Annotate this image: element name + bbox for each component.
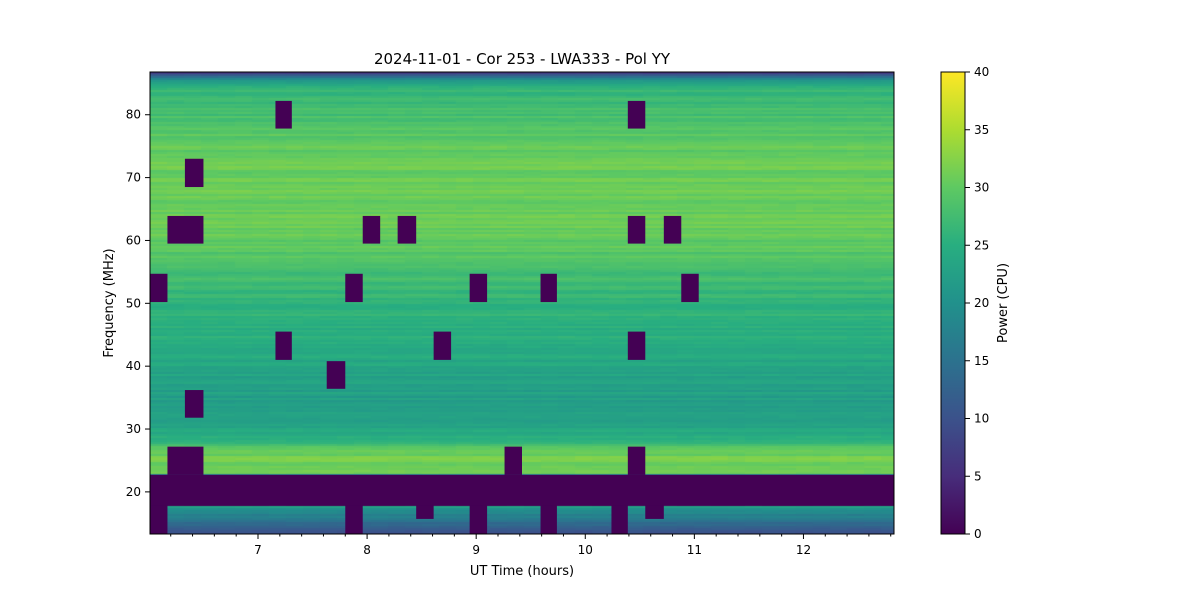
y-tick-label: 20	[126, 485, 141, 499]
x-tick-label: 11	[687, 543, 702, 557]
flagged-block	[362, 215, 381, 244]
y-tick-label: 50	[126, 296, 141, 310]
colorbar-tick-label: 15	[974, 354, 989, 368]
colorbar	[940, 71, 966, 535]
flagged-block	[663, 215, 682, 244]
colorbar-tick-label: 0	[974, 527, 982, 541]
flagged-block	[345, 273, 363, 303]
y-axis-label: Frequency (MHz)	[102, 248, 117, 357]
flagged-block	[150, 273, 168, 303]
flagged-block	[150, 474, 894, 506]
x-tick-label: 7	[254, 543, 262, 557]
flagged-block	[469, 505, 488, 534]
chart-title: 2024-11-01 - Cor 253 - LWA333 - Pol YY	[374, 50, 671, 68]
y-tick-label: 80	[126, 108, 141, 122]
x-tick-label: 12	[796, 543, 811, 557]
flagged-block	[275, 100, 292, 129]
flagged-block	[645, 505, 664, 519]
x-axis-label: UT Time (hours)	[470, 564, 574, 579]
flagged-block	[184, 390, 204, 418]
flagged-block	[627, 215, 646, 244]
flagged-block	[416, 505, 434, 519]
flagged-block	[681, 273, 699, 303]
flagged-block	[184, 158, 204, 188]
x-tick-label: 9	[472, 543, 480, 557]
flagged-block	[540, 273, 557, 303]
flagged-block	[540, 505, 557, 534]
flagged-block	[397, 215, 417, 244]
x-axis: 7 8 9 10 11 12	[170, 534, 892, 557]
colorbar-tick-label: 5	[974, 469, 982, 483]
flagged-block	[345, 505, 363, 534]
colorbar-tick-label: 30	[974, 181, 989, 195]
x-tick-label: 8	[363, 543, 371, 557]
flagged-block	[627, 446, 646, 475]
colorbar-tick-label: 35	[974, 123, 989, 137]
flagged-block	[275, 331, 292, 360]
y-tick-label: 60	[126, 233, 141, 247]
y-tick-label: 70	[126, 171, 141, 185]
flagged-block	[150, 505, 168, 534]
y-tick-label: 40	[126, 359, 141, 373]
flagged-block	[627, 331, 646, 360]
flagged-block	[433, 331, 452, 360]
y-axis: 20 30 40 50 60 70 80	[126, 108, 150, 499]
flagged-block	[611, 505, 628, 534]
flagged-block	[504, 446, 522, 475]
flagged-block	[469, 273, 488, 303]
colorbar-tick-label: 40	[974, 65, 989, 79]
flagged-blocks	[150, 100, 894, 534]
x-tick-label: 10	[578, 543, 593, 557]
colorbar-tick-label: 10	[974, 412, 989, 426]
flagged-block	[167, 446, 204, 475]
flagged-block	[627, 100, 646, 129]
y-tick-label: 30	[126, 422, 141, 436]
flagged-block	[167, 215, 204, 244]
flagged-block	[326, 361, 346, 389]
colorbar-tick-label: 20	[974, 296, 989, 310]
colorbar-label: Power (CPU)	[996, 263, 1011, 343]
colorbar-tick-label: 25	[974, 238, 989, 252]
colorbar-axis: 0 5 10 15 20 25 30 35 40	[965, 65, 989, 541]
